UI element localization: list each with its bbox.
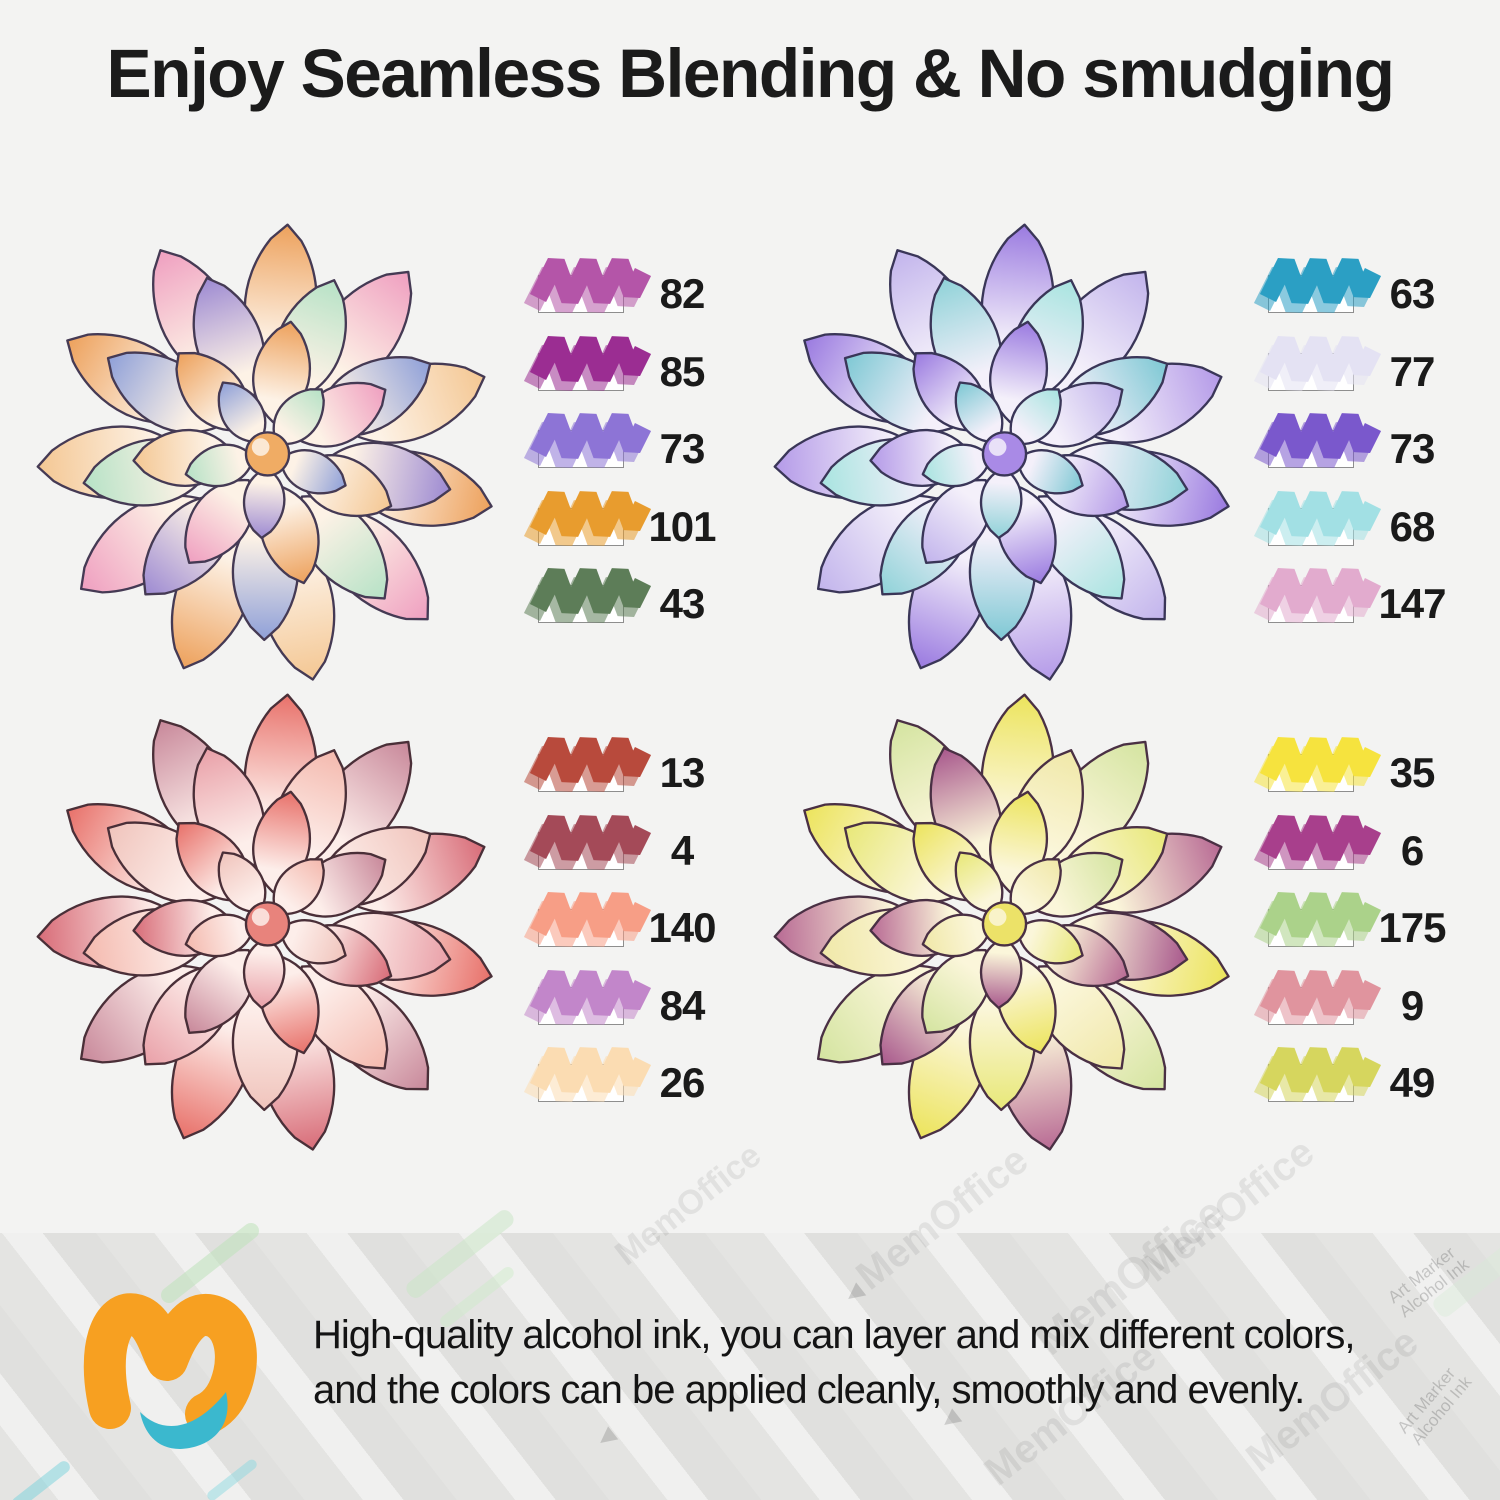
marker-scribble [1253,891,1382,947]
swatch-row: 9 [1253,963,1500,1029]
swatch-row: 140 [523,885,798,951]
swatch-row: 49 [1253,1040,1500,1106]
swatch-row: 147 [1253,561,1500,627]
footer-line-1: High-quality alcohol ink, you can layer … [313,1313,1355,1357]
swatch-row: 101 [523,484,798,550]
marker-scribble [523,490,652,546]
marker-scribble [523,736,652,792]
logo-m-shape [83,1293,257,1435]
marker-scribble [523,335,652,391]
marker-number: 43 [659,580,706,627]
marker-scribble [1253,1046,1382,1102]
marker-number: 175 [1378,904,1446,951]
marker-scribble [1253,412,1382,468]
succulent-art [36,693,493,1151]
swatch-row: 26 [523,1040,798,1106]
swatch-row: 175 [1253,885,1500,951]
marker-number: 147 [1378,580,1446,627]
marker-scribble [523,969,652,1025]
succulent-illustration-bottom-left [25,685,510,1155]
swatch-row: 68 [1253,484,1500,550]
marker-number: 9 [1400,981,1424,1029]
legend-bottom-right: 35 6 175 9 49 [1253,730,1500,1130]
marker-number: 77 [1389,347,1436,395]
marker-scribble [1253,969,1382,1025]
marker-number: 4 [670,826,694,874]
marker-number: 68 [1389,502,1436,550]
legend-top-right: 63 77 73 68 147 [1253,251,1500,651]
marker-number: 73 [1389,425,1436,472]
marker-scribble [523,412,652,468]
succulent-art [773,693,1230,1151]
marker-number: 101 [648,502,716,550]
marker-number: 84 [659,981,706,1029]
marker-number: 140 [648,904,716,951]
marker-scribble [1253,490,1382,546]
succulent-illustration-top-right [762,215,1247,685]
swatch-row: 63 [1253,251,1500,317]
footer-text: High-quality alcohol ink, you can layer … [313,1308,1453,1418]
swatch-row: 6 [1253,808,1500,874]
marker-scribble [523,1046,652,1102]
marker-number: 82 [659,270,706,317]
marker-number: 6 [1400,826,1424,874]
marker-scribble [1253,736,1382,792]
marker-scribble [523,257,652,313]
marker-scribble [523,891,652,947]
legend-bottom-left: 13 4 140 84 26 [523,730,798,1130]
memoffice-logo [83,1293,257,1449]
footer-line-2: and the colors can be applied cleanly, s… [313,1368,1305,1412]
legend-top-left: 82 85 73 101 43 [523,251,798,651]
footer-band: MemOffice MemOffice MemOffice MemOffice MemO… [0,1130,1500,1500]
marker-scribble [1253,335,1382,391]
swatch-row: 35 [1253,730,1500,796]
swatch-row: 84 [523,963,798,1029]
marker-scribble [523,567,652,623]
marker-number: 26 [659,1059,706,1106]
marker-scribble [1253,814,1382,870]
marker-number: 63 [1389,270,1436,317]
swatch-row: 77 [1253,329,1500,395]
marker-scribble [1253,567,1382,623]
succulent-art [36,223,493,681]
swatch-row: 43 [523,561,798,627]
succulent-illustration-bottom-right [762,685,1247,1155]
marker-number: 85 [659,347,706,395]
swatch-row: 73 [1253,406,1500,472]
succulent-illustration-top-left [25,215,510,685]
marker-scribble [1253,257,1382,313]
succulent-art [773,223,1230,681]
swatch-row: 73 [523,406,798,472]
marker-number: 13 [659,749,706,796]
swatch-row: 82 [523,251,798,317]
marker-number: 35 [1389,749,1436,796]
page-title: Enjoy Seamless Blending & No smudging [106,35,1395,112]
marker-number: 49 [1389,1059,1436,1106]
logo-swoosh-shape [140,1392,228,1449]
swatch-row: 4 [523,808,798,874]
marker-scribble [523,814,652,870]
marker-number: 73 [659,425,706,472]
swatch-row: 13 [523,730,798,796]
swatch-row: 85 [523,329,798,395]
